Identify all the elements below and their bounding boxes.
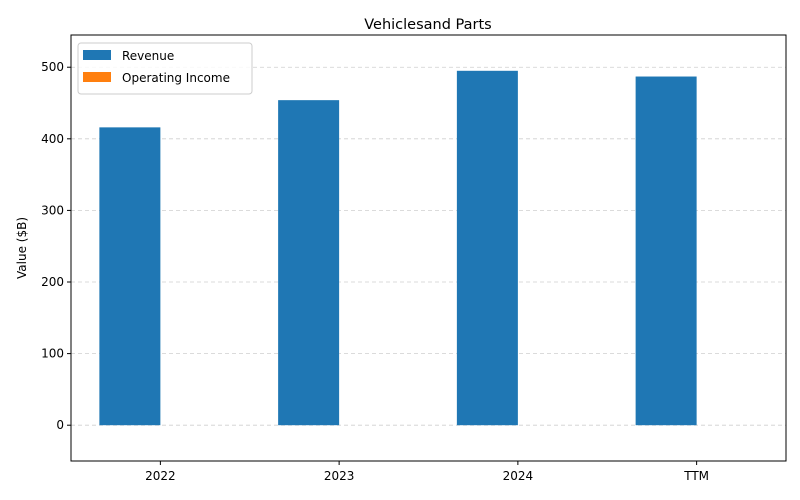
- legend-label: Operating Income: [122, 71, 230, 85]
- y-axis-ticks: 0 100 200 300 400 500: [41, 60, 71, 432]
- legend-swatch: [83, 50, 111, 60]
- bar-revenue: [456, 70, 518, 426]
- y-tick-label: 100: [41, 347, 64, 361]
- x-tick-label: 2023: [324, 469, 355, 483]
- legend-label: Revenue: [122, 49, 174, 63]
- bar-revenue: [99, 127, 161, 426]
- legend-frame: [77, 42, 253, 95]
- x-axis-ticks: 2022 2023 2024 TTM: [145, 461, 709, 483]
- legend-swatch: [83, 72, 111, 82]
- legend: Revenue Operating Income: [77, 42, 253, 95]
- bars: [99, 70, 697, 426]
- x-tick-label: TTM: [683, 469, 709, 483]
- y-tick-label: 0: [56, 418, 64, 432]
- y-tick-label: 200: [41, 275, 64, 289]
- chart-title: Vehiclesand Parts: [364, 17, 491, 33]
- bar-revenue: [635, 76, 697, 426]
- x-tick-label: 2022: [145, 469, 176, 483]
- y-tick-label: 500: [41, 60, 64, 74]
- plot-frame: [70, 34, 787, 462]
- y-tick-label: 300: [41, 203, 64, 217]
- x-tick-label: 2024: [503, 469, 534, 483]
- y-axis-label: Value ($B): [15, 217, 29, 279]
- bar-revenue: [278, 100, 340, 426]
- y-tick-label: 400: [41, 132, 64, 146]
